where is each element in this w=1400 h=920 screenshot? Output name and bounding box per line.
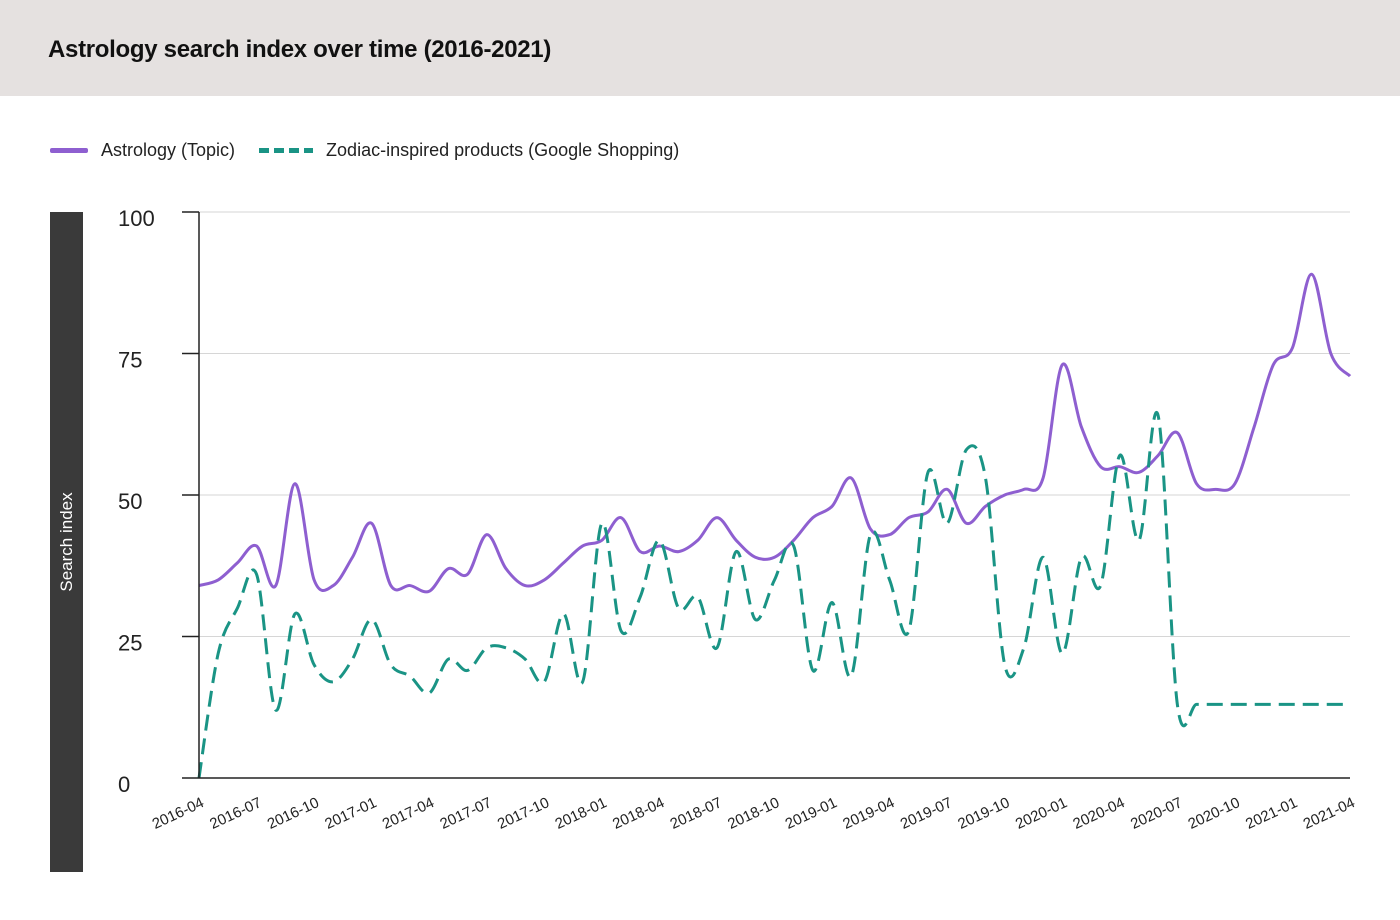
y-tick-label: 25 <box>118 631 142 656</box>
x-tick-label: 2021-01 <box>1243 794 1300 833</box>
y-tick-label: 100 <box>118 206 155 231</box>
legend-item-zodiac: Zodiac-inspired products (Google Shoppin… <box>259 138 679 162</box>
legend-item-astrology: Astrology (Topic) <box>50 138 235 162</box>
x-tick-label: 2019-10 <box>955 794 1012 833</box>
x-tick-label: 2020-01 <box>1013 794 1070 833</box>
legend-label-zodiac: Zodiac-inspired products (Google Shoppin… <box>326 139 680 160</box>
x-tick-label: 2018-10 <box>725 794 782 833</box>
x-tick-label: 2020-04 <box>1070 794 1127 833</box>
axes <box>182 211 1350 779</box>
x-tick-label: 2020-07 <box>1128 794 1185 833</box>
x-tick-label: 2018-07 <box>668 794 725 833</box>
x-tick-label: 2021-04 <box>1301 794 1358 833</box>
title-bar <box>0 0 1400 96</box>
y-axis-label-bar: Search index <box>50 212 83 872</box>
gridlines <box>182 211 1350 637</box>
x-tick-label: 2016-10 <box>265 794 322 833</box>
x-tick-label: 2018-04 <box>610 794 667 833</box>
x-tick-label: 2019-04 <box>840 794 897 833</box>
x-tick-label: 2020-10 <box>1186 794 1243 833</box>
astrology-line <box>198 272 1352 594</box>
x-tick-label: 2016-04 <box>150 794 207 833</box>
zodiac-products-line <box>197 410 1350 779</box>
y-tick-label: 50 <box>118 489 142 514</box>
x-tick-label: 2019-01 <box>783 794 840 833</box>
y-tick-label: 0 <box>118 772 130 797</box>
legend-label-astrology: Astrology (Topic) <box>101 139 236 160</box>
x-tick-label: 2016-07 <box>207 794 264 833</box>
x-tick-label: 2018-01 <box>552 794 609 833</box>
legend: Astrology (Topic) Zodiac-inspired produc… <box>50 138 703 162</box>
y-tick-label: 75 <box>118 348 142 373</box>
x-tick-label: 2017-07 <box>437 794 494 833</box>
legend-swatch-solid-line <box>50 138 88 162</box>
x-tick-label: 2017-10 <box>495 794 552 833</box>
x-tick-labels: 2016-04 2016-07 2016-10 2017-01 2017-04 2017-… <box>150 794 1358 833</box>
y-tick-labels: 0 25 50 75 100 <box>118 206 155 797</box>
series-lines <box>197 272 1352 779</box>
x-tick-label: 2019-07 <box>898 794 955 833</box>
x-tick-label: 2017-01 <box>322 794 379 833</box>
chart-title: Astrology search index over time (2016-2… <box>48 36 552 63</box>
legend-swatch-dashed-line <box>259 138 314 162</box>
x-tick-label: 2017-04 <box>380 794 437 833</box>
